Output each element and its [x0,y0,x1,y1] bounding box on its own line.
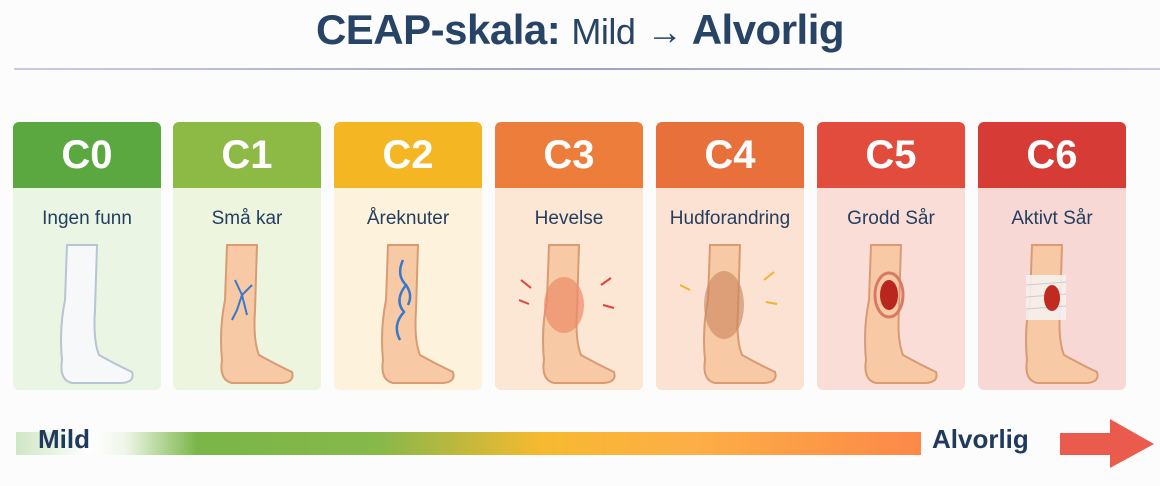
arrow-right-icon [1060,419,1154,468]
stage-card-c5: C5 Grodd Sår [817,122,965,390]
scale-start-label: Mild [38,424,90,454]
stage-code: C1 [173,122,321,188]
stage-code: C2 [334,122,482,188]
active-ulcer-leg-icon [1025,244,1099,384]
severity-gradient-bar [16,432,921,455]
stage-card-c6: C6 Aktivt Sår [978,122,1126,390]
stage-label: Små kar [211,208,283,229]
varicose-veins-leg-icon [381,244,455,384]
stage-label: Ingen funn [42,208,132,229]
stage-label: Hevelse [534,208,604,229]
stage-code: C4 [656,122,804,188]
spider-veins-leg-icon [220,244,294,384]
title-severe: Alvorlig [691,6,845,53]
page-title: CEAP-skala: Mild → Alvorlig [0,6,1160,54]
skin-change-leg-icon [680,244,778,384]
divider [14,68,1160,70]
stage-card-c1: C1 Små kar [173,122,321,390]
stage-code: C6 [978,122,1126,188]
stage-code: C3 [495,122,643,188]
title-mild: Mild [571,11,636,52]
healthy-leg-icon [60,244,134,384]
stage-label: Grodd Sår [847,208,935,229]
stage-label: Hudforandring [669,208,791,229]
stage-card-c3: C3 Hevelse [495,122,643,390]
stage-card-c2: C2 Åreknuter [334,122,482,390]
title-main: CEAP-skala: [315,6,561,53]
stage-code: C5 [817,122,965,188]
scale-end-label: Alvorlig [932,424,1029,454]
stage-label: Åreknuter [366,208,450,229]
stage-card-c0: C0 Ingen funn [13,122,161,390]
stage-card-c4: C4 Hudforandring [656,122,804,390]
stage-label: Aktivt Sår [1011,208,1093,229]
healed-ulcer-leg-icon [864,244,938,384]
swollen-leg-icon [519,244,616,384]
stage-code: C0 [13,122,161,188]
title-arrow: → [646,11,683,52]
